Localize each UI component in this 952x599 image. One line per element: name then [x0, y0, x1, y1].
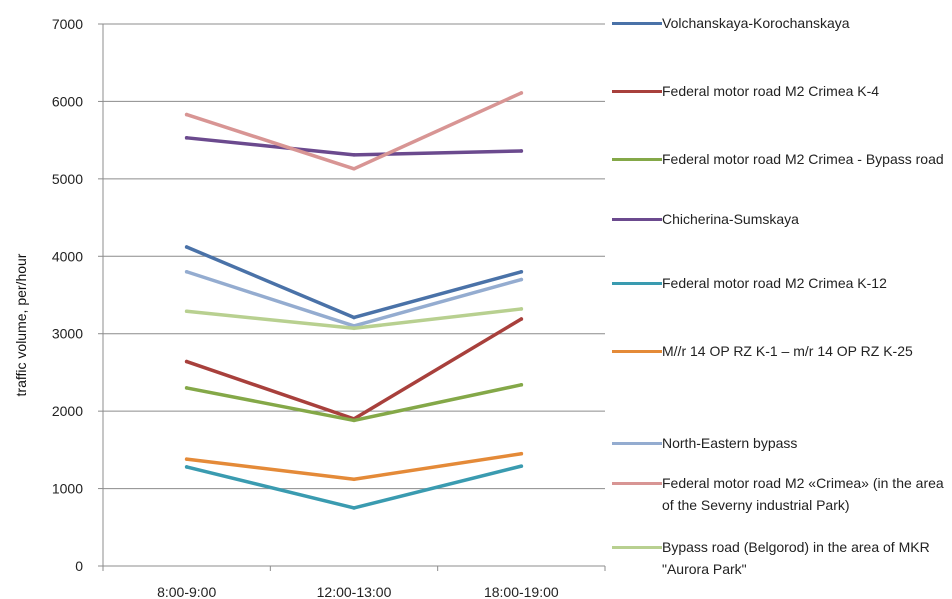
data-point [519, 91, 524, 95]
data-point [352, 477, 356, 482]
data-point [184, 269, 189, 274]
y-axis-label: traffic volume, per/hour [13, 253, 29, 396]
y-tick-label: 7000 [52, 16, 83, 32]
legend-item: Federal motor road M2 «Crimea» (in the a… [612, 472, 948, 516]
data-point [184, 112, 189, 117]
y-tick-label: 6000 [52, 93, 83, 109]
gridlines [103, 23, 605, 490]
legend-label: North-Eastern bypass [662, 435, 798, 451]
legend-item: North-Eastern bypass [612, 432, 948, 454]
data-point [184, 457, 189, 461]
legend-label: Federal motor road M2 Crimea - Bypass ro… [662, 151, 944, 167]
legend-item: M//r 14 OP RZ K-1 – m/r 14 OP RZ K-25 [612, 340, 948, 362]
legend-swatch [612, 482, 662, 485]
legend-item: Chicherina-Sumskaya [612, 208, 948, 230]
series-line-8 [184, 91, 524, 171]
y-tick-label: 5000 [52, 171, 83, 187]
legend-swatch [612, 442, 662, 445]
legend-label: Bypass road (Belgorod) in the area of MK… [662, 539, 930, 577]
data-point [352, 153, 356, 157]
legend-label: Chicherina-Sumskaya [662, 211, 799, 227]
data-point [519, 451, 524, 456]
x-tick-label: 18:00-19:00 [484, 584, 559, 599]
legend-label: Federal motor road M2 Crimea K-12 [662, 275, 887, 291]
axes [98, 23, 606, 571]
legend-swatch [612, 350, 662, 353]
legend-label: Volchanskaya-Korochanskaya [662, 15, 850, 31]
data-point [519, 277, 524, 282]
data-point [184, 465, 189, 469]
legend-swatch [612, 22, 662, 25]
data-point [184, 245, 189, 249]
series-line-1 [184, 245, 524, 320]
x-tick-labels: 8:00-9:00 12:00-13:00 18:00-19:00 [157, 584, 559, 599]
data-point [519, 307, 524, 311]
legend-item: Federal motor road M2 Crimea K-4 [612, 80, 948, 102]
data-point [519, 383, 524, 387]
data-point [352, 315, 356, 320]
legend-swatch [612, 546, 662, 549]
legend-swatch [612, 90, 662, 93]
data-point [352, 166, 356, 171]
y-tick-labels: 0 1000 2000 3000 4000 5000 6000 7000 [52, 16, 83, 574]
series-lines [184, 91, 524, 510]
series-line-6 [184, 451, 524, 482]
data-point [184, 386, 189, 390]
data-point [352, 418, 356, 423]
x-tick-label: 12:00-13:00 [317, 584, 392, 599]
legend-swatch [612, 282, 662, 285]
legend-swatch [612, 158, 662, 161]
series-line-4 [184, 136, 524, 157]
series-line-3 [184, 383, 524, 423]
x-tick-label: 8:00-9:00 [157, 584, 216, 599]
legend-item: Federal motor road M2 Crimea - Bypass ro… [612, 148, 948, 170]
y-tick-label: 0 [75, 558, 83, 574]
legend-item: Federal motor road M2 Crimea K-12 [612, 272, 948, 294]
data-point [519, 317, 524, 321]
y-tick-label: 4000 [52, 248, 83, 264]
data-point [184, 136, 189, 140]
y-tick-label: 1000 [52, 481, 83, 497]
data-point [184, 309, 189, 314]
legend-label: Federal motor road M2 Crimea K-4 [662, 83, 880, 99]
legend-label: M//r 14 OP RZ K-1 – m/r 14 OP RZ K-25 [662, 343, 913, 359]
data-point [184, 359, 189, 364]
data-point [352, 326, 356, 331]
y-tick-label: 2000 [52, 403, 83, 419]
data-point [519, 464, 524, 468]
legend-item: Volchanskaya-Korochanskaya [612, 12, 948, 34]
data-point [519, 149, 524, 153]
legend-label: Federal motor road M2 «Crimea» (in the a… [662, 475, 944, 513]
y-tick-label: 3000 [52, 326, 83, 342]
legend-swatch [612, 218, 662, 221]
data-point [519, 269, 524, 274]
data-point [352, 506, 356, 510]
legend: Volchanskaya-Korochanskaya Federal motor … [612, 0, 952, 599]
legend-item: Bypass road (Belgorod) in the area of MK… [612, 536, 948, 580]
series-line-5 [184, 464, 524, 510]
